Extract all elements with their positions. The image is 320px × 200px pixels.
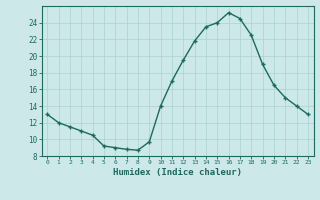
X-axis label: Humidex (Indice chaleur): Humidex (Indice chaleur) xyxy=(113,168,242,177)
